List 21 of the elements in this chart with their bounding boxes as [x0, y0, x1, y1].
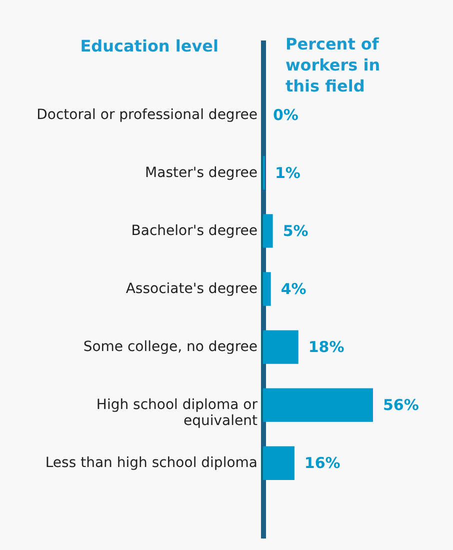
y-tick-label: Associate's degree — [126, 281, 258, 297]
x-axis-title: Percent of workers in this field — [286, 34, 380, 96]
data-label: 4% — [280, 280, 306, 298]
data-label: 0% — [273, 106, 298, 124]
y-tick-label: Some college, no degree — [83, 339, 258, 356]
data-label: 1% — [274, 164, 300, 182]
y-axis-title: Education level — [80, 36, 218, 56]
data-label: 5% — [282, 222, 308, 240]
bar — [263, 272, 271, 306]
bar — [263, 330, 298, 364]
bar — [263, 446, 294, 480]
y-tick-label: Bachelor's degree — [131, 222, 258, 239]
y-tick-label: Master's degree — [145, 164, 258, 181]
bar — [263, 214, 273, 248]
data-label: 56% — [383, 396, 419, 414]
y-tick-label: High school diploma or equivalent — [96, 397, 258, 430]
bar — [263, 388, 373, 422]
data-label: 16% — [304, 454, 340, 472]
data-label: 18% — [308, 338, 344, 356]
y-tick-label: Less than high school diploma — [45, 455, 258, 472]
y-tick-label: Doctoral or professional degree — [36, 106, 258, 123]
